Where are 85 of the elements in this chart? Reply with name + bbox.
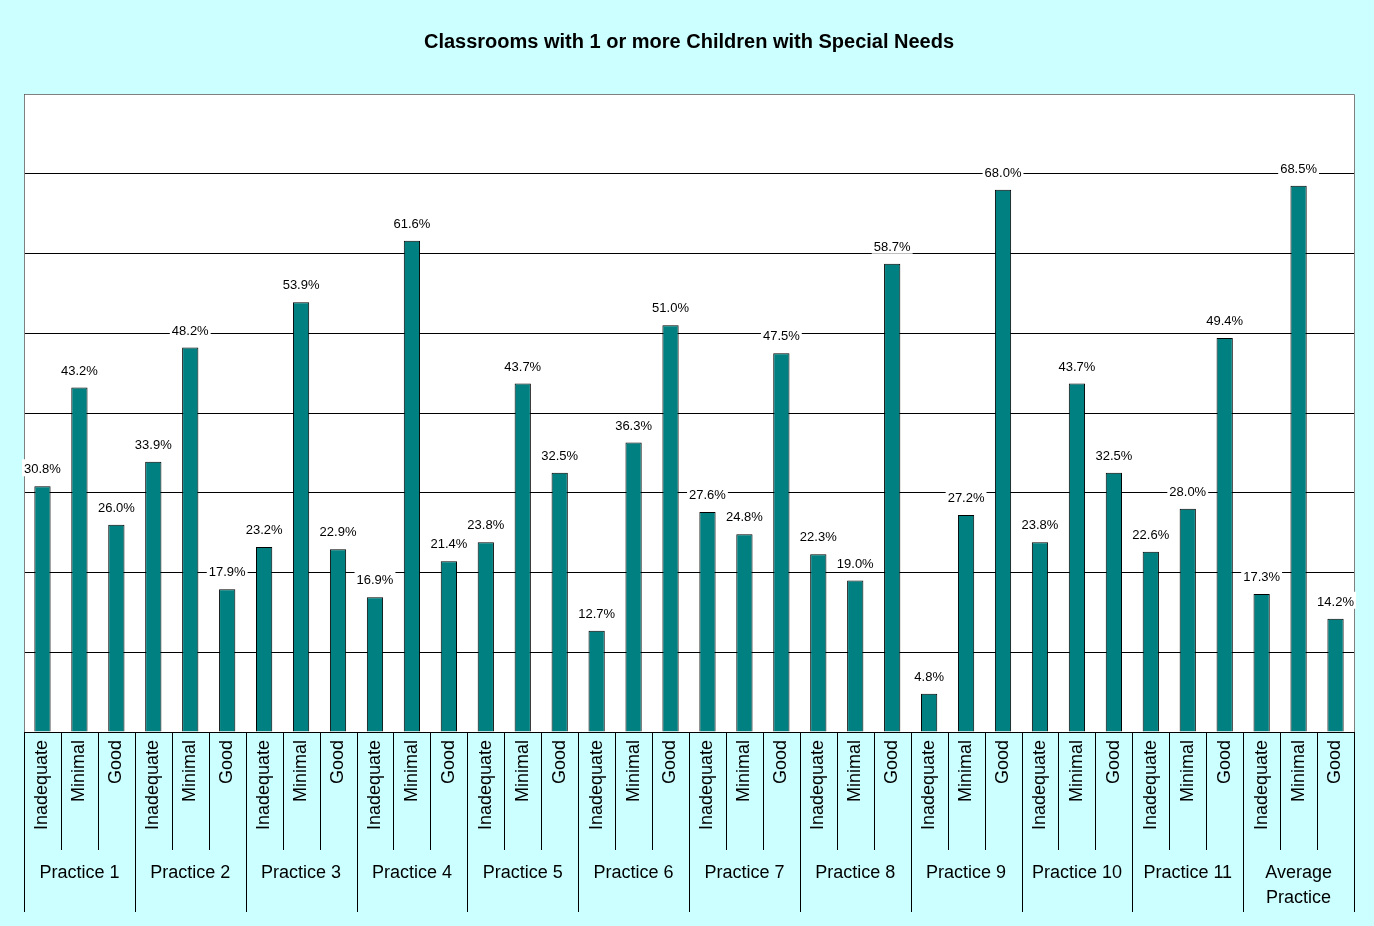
text: Practice 9 — [926, 861, 1007, 882]
data-label: 68.5% — [1280, 160, 1318, 176]
data-label: 19.0% — [836, 555, 875, 571]
text: Practice 1 — [39, 861, 120, 882]
text: Practice 3 — [261, 861, 342, 882]
data-label: 16.9% — [356, 572, 394, 588]
x-tick-label: Inadequate — [1028, 740, 1049, 831]
x-tick-label: Good — [659, 740, 680, 785]
x-tick-label: Good — [1324, 740, 1345, 785]
data-label: 47.5% — [762, 328, 801, 344]
data-label: 22.9% — [319, 524, 357, 540]
x-tick-label: Inadequate — [363, 740, 384, 831]
data-label: 51.0% — [652, 300, 690, 316]
x-tick-label: Good — [327, 740, 347, 785]
x-tick-label: Minimal — [1176, 740, 1197, 803]
x-tick-label: Minimal — [622, 740, 643, 803]
x-tick-label: Inadequate — [1250, 740, 1271, 831]
data-label: 14.2% — [1317, 593, 1355, 609]
data-label: 58.7% — [873, 238, 912, 254]
x-tick-label: Good — [1213, 740, 1234, 785]
data-label: 32.5% — [1095, 447, 1133, 463]
text: Practice 5 — [482, 861, 563, 882]
text: Practice 4 — [371, 861, 452, 882]
data-label: 24.8% — [725, 509, 764, 525]
data-label: 48.2% — [171, 322, 210, 338]
data-label: 26.0% — [97, 499, 136, 515]
x-tick-label: Good — [770, 740, 791, 785]
x-tick-label: Good — [548, 740, 569, 785]
x-tick-label: Inadequate — [1139, 740, 1160, 831]
data-label: 43.7% — [1058, 358, 1096, 374]
data-label: 23.8% — [467, 517, 505, 533]
text: Practice 6 — [593, 861, 674, 882]
text: Practice 2 — [150, 861, 231, 882]
x-tick-label: Good — [992, 740, 1012, 785]
data-label: 32.5% — [541, 447, 579, 463]
data-label: 17.3% — [1243, 569, 1281, 585]
data-label: 22.3% — [799, 529, 838, 545]
data-label: 33.9% — [134, 436, 173, 452]
x-tick-label: Minimal — [1287, 740, 1308, 803]
x-tick-label: Good — [437, 740, 458, 785]
text: Practice 8 — [815, 861, 896, 882]
x-tick-label: Inadequate — [31, 740, 52, 831]
x-tick-label: Minimal — [68, 740, 89, 803]
x-tick-label: Minimal — [955, 740, 976, 803]
data-label: 4.8% — [914, 668, 945, 684]
x-tick-label: Inadequate — [142, 740, 163, 831]
x-tick-label: Good — [1102, 740, 1123, 785]
x-tick-label: Minimal — [1065, 740, 1086, 803]
data-label: 27.2% — [947, 490, 985, 506]
x-tick-label: Good — [881, 740, 902, 785]
data-label: 61.6% — [393, 215, 431, 231]
x-tick-label: Minimal — [844, 740, 865, 803]
data-label: 23.2% — [245, 522, 283, 538]
x-tick-label: Minimal — [179, 740, 200, 803]
text: Practice 11 — [1143, 861, 1233, 882]
x-tick-label: Inadequate — [807, 740, 828, 831]
data-label: 43.2% — [60, 362, 99, 378]
x-tick-label: Minimal — [733, 740, 754, 803]
data-label: 23.8% — [1021, 517, 1059, 533]
data-label: 36.3% — [615, 417, 653, 433]
data-label: 17.9% — [208, 564, 247, 580]
data-label: 43.7% — [504, 358, 542, 374]
text: Practice 7 — [704, 861, 785, 882]
data-label: 12.7% — [578, 605, 616, 621]
x-tick-label: Good — [105, 740, 126, 785]
data-label: 27.6% — [689, 486, 727, 502]
data-label: 49.4% — [1206, 313, 1244, 329]
data-label: 21.4% — [430, 536, 468, 552]
x-tick-label: Good — [216, 740, 237, 785]
x-tick-label: Inadequate — [585, 740, 606, 831]
data-label: 22.6% — [1132, 526, 1170, 542]
data-label: 53.9% — [282, 277, 320, 293]
data-label: 30.8% — [24, 461, 62, 477]
text: Practice 10 — [1031, 861, 1122, 882]
x-tick-label: Inadequate — [696, 740, 717, 831]
x-tick-label: Minimal — [290, 740, 311, 803]
x-tick-label: Minimal — [400, 740, 421, 803]
data-label: 68.0% — [984, 164, 1022, 180]
x-tick-label: Inadequate — [918, 740, 939, 831]
text: Average Practice — [1265, 861, 1332, 907]
x-tick-label: Inadequate — [474, 740, 495, 831]
data-label: 28.0% — [1169, 483, 1207, 499]
chart-title: Classrooms with 1 or more Children with Special Needs — [423, 29, 955, 52]
x-tick-label: Inadequate — [253, 740, 274, 831]
x-tick-label: Minimal — [511, 740, 532, 803]
